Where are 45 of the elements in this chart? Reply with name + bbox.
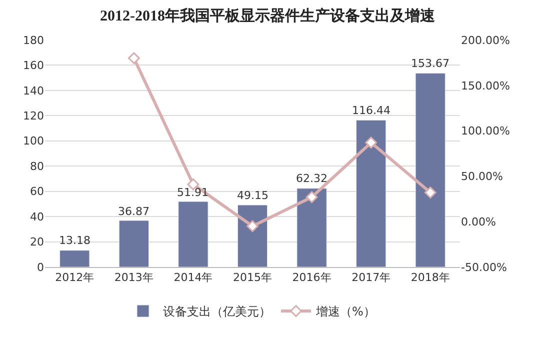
bar: [237, 204, 268, 267]
y2-tick-label: 100.00%: [461, 124, 510, 138]
y-tick-label: 140: [23, 84, 44, 98]
y-tick-label: 180: [23, 34, 44, 47]
point: [306, 191, 318, 204]
y2-tick-label: -50.00%: [461, 260, 507, 274]
y-tick-label: 120: [23, 110, 44, 123]
x-tick-label: 2014年: [174, 271, 213, 284]
data-label: 153.67: [411, 57, 450, 70]
y2-tick-label: 50.00%: [461, 170, 503, 184]
y2-tick-label: 200.00%: [461, 34, 510, 47]
x-tick-label: 2016年: [292, 271, 332, 284]
x-tick-label: 2013年: [114, 271, 154, 284]
bar: [296, 188, 327, 267]
x-tick-label: 2017年: [352, 271, 391, 284]
y-tick-label: 100: [23, 134, 44, 148]
y-tick-label: 20: [30, 236, 44, 249]
point: [365, 136, 378, 149]
y-tick-label: 60: [30, 185, 44, 198]
bar: [415, 72, 446, 267]
y-tick-label: 40: [30, 210, 44, 224]
point: [246, 220, 258, 232]
y-tick-label: 0: [37, 260, 44, 274]
data-label: 49.15: [237, 189, 268, 202]
data-label: 51.91: [177, 186, 208, 199]
bar: [118, 220, 149, 267]
bar: [60, 250, 90, 267]
data-label: 36.87: [118, 205, 150, 218]
x-tick-label: 2012年: [55, 271, 94, 284]
point: [128, 52, 140, 64]
legend-label: 设备支出（亿美元）: [163, 304, 271, 319]
y-tick-label: 160: [23, 59, 44, 72]
x-tick-label: 2018年: [410, 271, 450, 284]
point: [424, 186, 436, 198]
chart-title: 2012-2018年我国平板显示器件生产设备支出及增速: [100, 8, 436, 25]
y-tick-label: 80: [30, 160, 44, 173]
bar: [356, 120, 386, 267]
bar: [178, 201, 208, 267]
legend-label: 增速（%）: [315, 304, 376, 319]
data-label: 116.44: [352, 104, 390, 117]
y2-tick-label: 0.00%: [461, 215, 496, 228]
data-label: 13.18: [59, 234, 90, 247]
data-label: 62.32: [296, 172, 328, 185]
x-tick-label: 2015年: [233, 271, 272, 284]
y2-tick-label: 150.00%: [461, 79, 510, 92]
